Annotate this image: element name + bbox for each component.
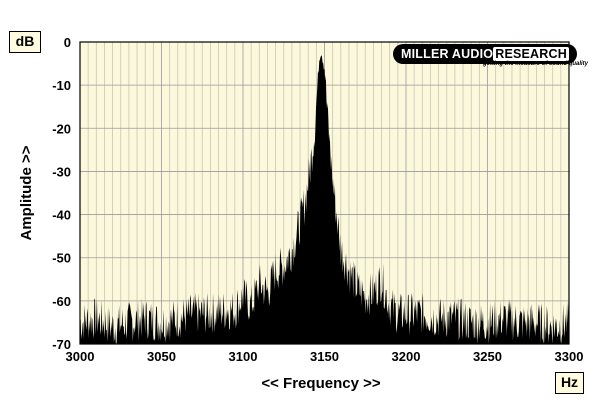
y-tick-label: -20 — [52, 121, 71, 136]
y-unit-label: dB — [9, 31, 41, 53]
y-tick-label: -70 — [52, 337, 71, 352]
x-tick-label: 3150 — [310, 349, 339, 364]
x-tick-labels: 3000 3050 3100 3150 3200 3250 3300 — [66, 349, 584, 364]
miller-audio-research-logo: MILLER AUDIO RESEARCH getting the measure… — [393, 44, 588, 72]
spectrum-fill — [80, 55, 569, 344]
logo-name-part2: RESEARCH — [493, 47, 569, 61]
y-tick-label: -50 — [52, 251, 71, 266]
x-tick-label: 3000 — [66, 349, 95, 364]
y-tick-label: -30 — [52, 164, 71, 179]
y-tick-label: -60 — [52, 294, 71, 309]
grid-lines — [80, 42, 569, 344]
x-tick-label: 3100 — [229, 349, 258, 364]
logo-name: MILLER AUDIO RESEARCH — [393, 44, 577, 64]
y-tick-label: -40 — [52, 208, 71, 223]
x-tick-label: 3300 — [555, 349, 584, 364]
x-tick-label: 3250 — [473, 349, 502, 364]
y-tick-label: 0 — [64, 35, 71, 50]
logo-name-part1: MILLER AUDIO — [401, 47, 494, 61]
x-axis-title: << Frequency >> — [261, 375, 380, 392]
y-tick-label: -10 — [52, 78, 71, 93]
y-tick-labels: 0 -10 -20 -30 -40 -50 -60 -70 — [52, 35, 71, 352]
logo-tagline: getting the measure of sound quality — [483, 61, 589, 67]
x-tick-label: 3200 — [392, 349, 421, 364]
plot-frame — [79, 41, 570, 345]
y-axis-title: Amplitude >> — [18, 145, 35, 240]
x-unit-label: Hz — [555, 372, 584, 394]
x-tick-label: 3050 — [147, 349, 176, 364]
